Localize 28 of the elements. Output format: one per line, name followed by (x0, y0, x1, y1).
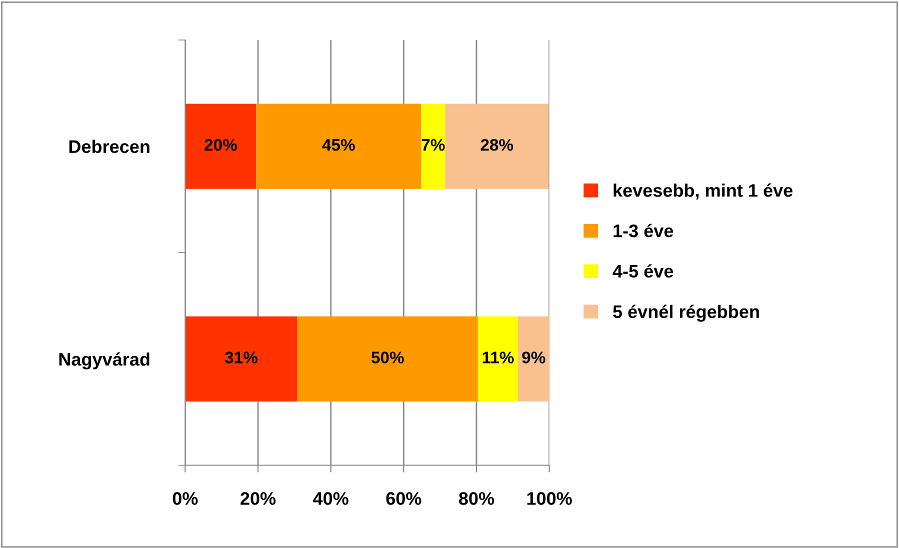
x-tick-label: 20% (240, 492, 276, 505)
bar (297, 316, 478, 402)
bar (421, 104, 446, 189)
data-label: 11% (482, 352, 514, 364)
bar (445, 104, 549, 189)
data-label: 7% (422, 139, 445, 151)
legend-label: 1-3 éve (614, 224, 674, 238)
bar (518, 316, 550, 402)
data-label: 9% (522, 352, 546, 364)
data-label: 50% (371, 352, 404, 364)
x-tick-label: 80% (458, 492, 494, 505)
x-tick-label: 100% (527, 492, 572, 505)
data-label: 28% (480, 138, 514, 151)
legend-label: kevesebb, mint 1 éve (614, 183, 793, 200)
bar (478, 316, 518, 402)
x-tick-label: 40% (313, 492, 348, 505)
data-label: 20% (204, 138, 237, 151)
legend-label: 5 évnél régebben (613, 304, 759, 322)
x-tick-label: 0% (172, 492, 198, 505)
bar (185, 316, 298, 402)
y-tick-label: Debrecen (69, 140, 150, 154)
data-label: 31% (224, 352, 258, 364)
bar (256, 104, 422, 189)
y-tick-label: Nagyvárad (59, 352, 150, 370)
data-label: 45% (322, 139, 355, 151)
x-tick-label: 60% (386, 492, 422, 505)
legend-label: 4-5 éve (612, 264, 674, 278)
bar (185, 104, 256, 189)
